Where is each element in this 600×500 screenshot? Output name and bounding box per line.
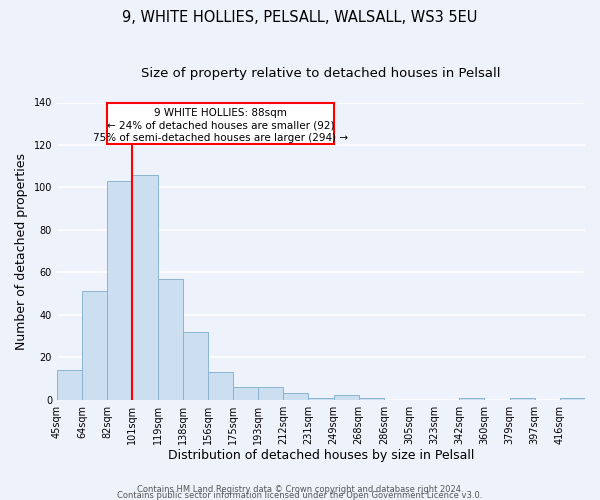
- X-axis label: Distribution of detached houses by size in Pelsall: Distribution of detached houses by size …: [168, 450, 474, 462]
- Bar: [182, 332, 208, 400]
- Bar: [359, 398, 384, 400]
- Bar: [283, 394, 308, 400]
- Bar: [57, 370, 82, 400]
- Bar: [107, 181, 133, 400]
- Text: Contains public sector information licensed under the Open Government Licence v3: Contains public sector information licen…: [118, 490, 482, 500]
- Text: 9, WHITE HOLLIES, PELSALL, WALSALL, WS3 5EU: 9, WHITE HOLLIES, PELSALL, WALSALL, WS3 …: [122, 10, 478, 25]
- Bar: [560, 398, 585, 400]
- Text: Contains HM Land Registry data © Crown copyright and database right 2024.: Contains HM Land Registry data © Crown c…: [137, 484, 463, 494]
- Bar: [82, 292, 107, 400]
- Bar: [133, 174, 158, 400]
- Bar: [334, 396, 359, 400]
- Bar: [308, 398, 334, 400]
- Bar: [459, 398, 484, 400]
- Bar: [107, 102, 334, 144]
- Bar: [208, 372, 233, 400]
- Text: 9 WHITE HOLLIES: 88sqm: 9 WHITE HOLLIES: 88sqm: [154, 108, 287, 118]
- Text: ← 24% of detached houses are smaller (92): ← 24% of detached houses are smaller (92…: [107, 120, 334, 130]
- Text: 75% of semi-detached houses are larger (294) →: 75% of semi-detached houses are larger (…: [93, 132, 348, 142]
- Title: Size of property relative to detached houses in Pelsall: Size of property relative to detached ho…: [141, 68, 501, 80]
- Bar: [509, 398, 535, 400]
- Bar: [233, 387, 258, 400]
- Bar: [158, 278, 182, 400]
- Bar: [258, 387, 283, 400]
- Y-axis label: Number of detached properties: Number of detached properties: [15, 152, 28, 350]
